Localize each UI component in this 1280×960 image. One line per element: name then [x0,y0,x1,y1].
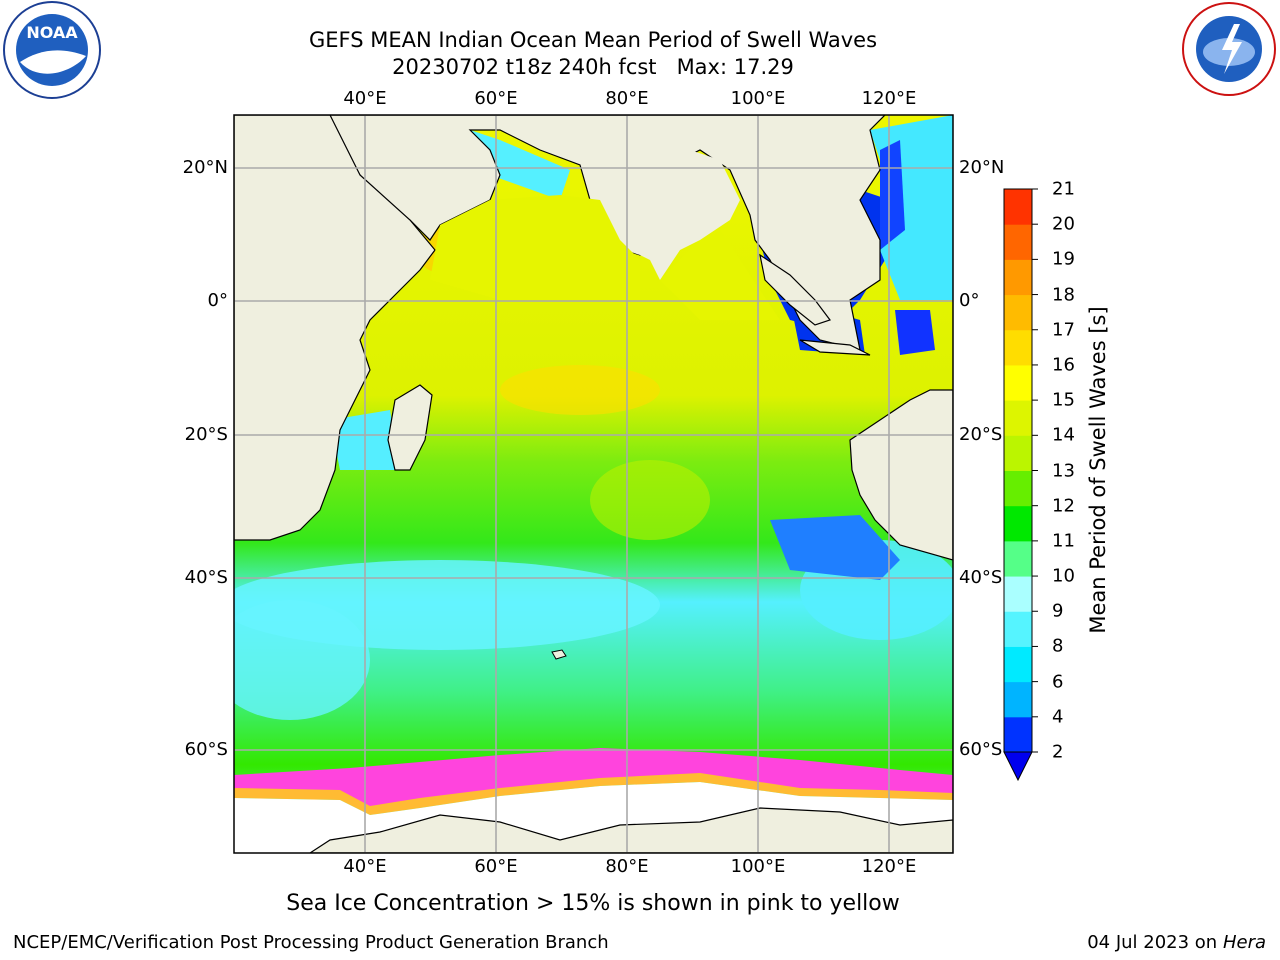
noaa-logo-text: NOAA [26,23,78,42]
colorbar-tick-label: 2 [1052,741,1064,763]
lon-tick-top: 100°E [730,88,786,109]
lat-tick-left: 40°S [184,567,228,588]
colorbar-tick-label: 18 [1052,284,1075,306]
lon-tick-top: 120°E [861,88,917,109]
colorbar-segment [1004,716,1032,753]
australia-land [849,389,953,561]
lat-tick-right: 20°N [959,157,1005,178]
madagascar-land [387,384,433,471]
producer-credit: NCEP/EMC/Verification Post Processing Pr… [13,932,609,953]
low-period-band [234,600,370,720]
colorbar-tick-label: 17 [1052,319,1075,341]
noaa-logo: NOAA [0,0,104,104]
low-period-sea [470,130,570,200]
colorbar-title: Mean Period of Swell Waves [s] [1086,306,1110,634]
colorbar-segment [1004,435,1032,471]
colorbar-segment [1004,681,1032,718]
lon-tick-bottom: 100°E [730,856,786,877]
colorbar-segment [1004,646,1032,683]
colorbar-segment [1004,259,1032,296]
colorbar-tick-label: 13 [1052,460,1075,481]
chart-title: GEFS MEAN Indian Ocean Mean Period of Sw… [308,28,878,52]
arabian-sea [430,195,640,300]
mid-period-patch [590,460,710,540]
colorbar-tick-label: 9 [1052,600,1064,622]
chart-subtitle: 20230702 t18z 240h fcst Max: 17.29 [392,55,794,79]
colorbar-tick-label: 19 [1052,248,1075,270]
colorbar-segment [1004,224,1032,260]
colorbar-tick-label: 6 [1052,671,1064,693]
colorbar-segment [1004,576,1032,612]
lat-tick-right: 0° [959,290,980,311]
generation-date: 04 Jul 2023 on Hera [1087,932,1266,953]
colorbar-segment [1004,294,1032,331]
low-period-sea [895,310,935,355]
india-land [600,150,740,280]
colorbar-tick-label: 16 [1052,354,1075,376]
colorbar-tick-label: 10 [1052,565,1075,587]
colorbar-segment [1004,470,1032,507]
sea-ice-edge [234,773,953,815]
lon-tick-bottom: 40°E [343,856,387,877]
colorbar-tick-label: 20 [1052,213,1075,235]
lon-tick-top: 40°E [343,88,387,109]
lon-tick-bottom: 60°E [474,856,518,877]
colorbar-tick-label: 21 [1052,178,1075,200]
lon-tick-top: 80°E [605,88,649,109]
bay-of-bengal [660,230,780,320]
host-name: Hera [1222,932,1266,953]
lat-tick-left: 20°S [184,424,228,445]
colorbar-tick-label: 4 [1052,706,1064,728]
generation-date-text: 04 Jul 2023 on [1087,932,1223,953]
colorbar-tick-label: 8 [1052,635,1064,657]
colorbar-tick-label: 11 [1052,530,1075,552]
sea-ice-footnote: Sea Ice Concentration > 15% is shown in … [286,891,900,916]
colorbar [1003,188,1038,782]
colorbar-segment [1004,329,1032,366]
colorbar-segment [1004,189,1032,225]
sumatra-land [759,253,831,326]
high-period-patch [500,365,660,415]
lat-tick-right: 60°S [959,739,1003,760]
lon-tick-bottom: 80°E [605,856,649,877]
colorbar-segment [1004,505,1032,542]
map-frame [233,114,954,854]
colorbar-segment [1004,364,1032,401]
lat-tick-left: 60°S [184,739,228,760]
antarctica-land [308,807,953,853]
lon-tick-top: 60°E [474,88,518,109]
kerguelen-island [551,649,567,660]
nws-logo [1178,0,1280,100]
lat-tick-left: 20°N [182,157,228,178]
colorbar-segment [1004,400,1032,436]
lat-tick-left: 0° [207,290,228,311]
sea-ice-band [234,748,953,808]
colorbar-tick-label: 14 [1052,424,1075,446]
lon-tick-bottom: 120°E [861,856,917,877]
java-land [799,339,871,356]
colorbar-extend-arrow [1003,751,1033,782]
lat-tick-right: 20°S [959,424,1003,445]
colorbar-tick-label: 12 [1052,495,1075,517]
lat-tick-right: 40°S [959,567,1003,588]
low-period-sea [770,515,900,580]
colorbar-segment [1004,611,1032,647]
colorbar-tick-label: 15 [1052,389,1075,411]
colorbar-segment [1004,540,1032,577]
gridlines [234,115,953,853]
